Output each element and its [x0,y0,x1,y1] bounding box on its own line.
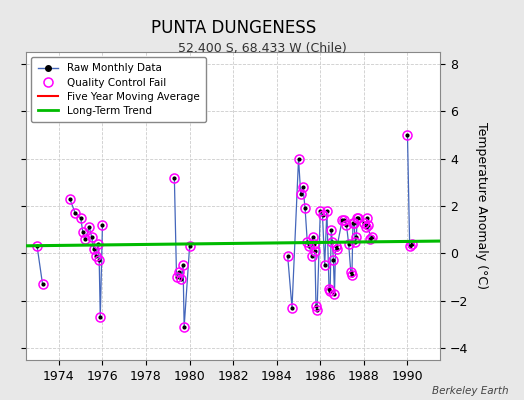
Y-axis label: Temperature Anomaly (°C): Temperature Anomaly (°C) [475,122,488,290]
Title: PUNTA DUNGENESS: PUNTA DUNGENESS [150,18,316,36]
Text: 52.400 S, 68.433 W (Chile): 52.400 S, 68.433 W (Chile) [178,42,346,55]
Legend: Raw Monthly Data, Quality Control Fail, Five Year Moving Average, Long-Term Tren: Raw Monthly Data, Quality Control Fail, … [31,57,206,122]
Text: Berkeley Earth: Berkeley Earth [432,386,508,396]
